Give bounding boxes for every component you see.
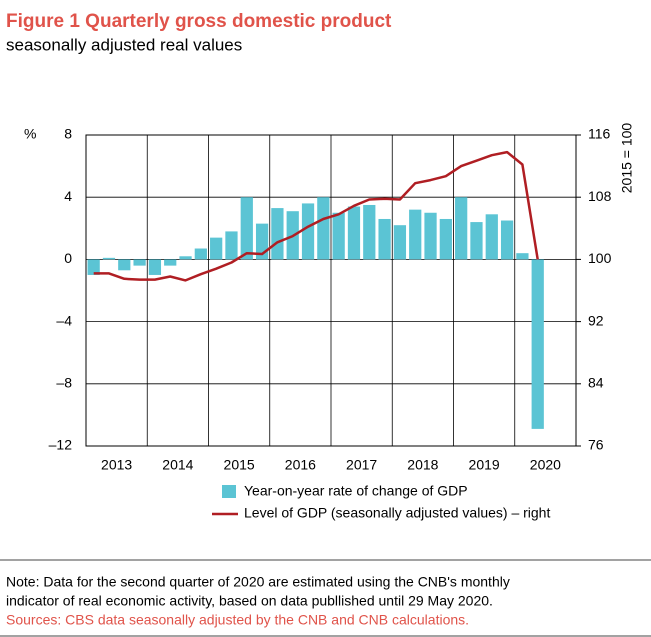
bar — [424, 212, 437, 260]
y2-axis-label: 2015 = 100 — [619, 123, 635, 194]
bar — [148, 259, 162, 275]
bar — [301, 203, 315, 260]
bar — [317, 197, 330, 260]
legend-swatch — [222, 485, 236, 498]
bar — [516, 253, 529, 260]
bar — [240, 197, 253, 260]
line — [93, 150, 539, 282]
x-tick-label: 2014 — [162, 457, 193, 473]
bar — [179, 256, 192, 260]
x-tick-label: 2018 — [407, 457, 438, 473]
bar — [485, 214, 498, 260]
bar — [378, 218, 391, 260]
bar — [531, 259, 544, 429]
bar — [164, 259, 177, 266]
y-tick-label: 8 — [64, 126, 72, 142]
bar — [210, 237, 223, 260]
bar — [87, 259, 100, 275]
plot-frame — [85, 134, 577, 447]
bar — [118, 259, 131, 271]
legend-label: Year-on-year rate of change of GDP — [244, 483, 468, 499]
x-tick-label: 2015 — [224, 457, 255, 473]
y-tick-label: –4 — [56, 312, 72, 328]
chart-title: Figure 1 Quarterly gross domestic produc… — [6, 11, 392, 32]
bar — [347, 206, 361, 260]
y-tick-label: 0 — [64, 250, 72, 266]
x-tick-label: 2019 — [469, 457, 500, 473]
bar — [393, 225, 407, 260]
note-line: indicator of real economic activity, bas… — [6, 593, 493, 609]
y-tick-label: –8 — [56, 375, 72, 391]
y-axis-label: % — [24, 126, 36, 142]
bar — [102, 257, 116, 260]
y-tick-label: –12 — [49, 437, 73, 453]
y2-tick-label: 116 — [588, 126, 611, 142]
y2-tick-label: 84 — [588, 375, 604, 391]
bar — [470, 222, 483, 260]
legend-label: Level of GDP (seasonally adjusted values… — [244, 505, 550, 521]
bar — [439, 218, 452, 260]
bar — [363, 204, 376, 260]
x-tick-label: 2020 — [530, 457, 561, 473]
bar — [194, 248, 207, 260]
y-tick-label: 4 — [64, 188, 72, 204]
chart-subtitle: seasonally adjusted real values — [6, 35, 242, 54]
y2-tick-label: 108 — [588, 188, 612, 204]
sources: Sources: CBS data seasonally adjusted by… — [6, 612, 469, 628]
y2-tick-label: 76 — [588, 437, 604, 453]
x-tick-label: 2017 — [346, 457, 377, 473]
x-tick-label: 2016 — [285, 457, 316, 473]
bar — [409, 209, 422, 260]
bar — [332, 212, 345, 260]
y2-tick-label: 92 — [588, 312, 604, 328]
x-tick-label: 2013 — [101, 457, 132, 473]
bar — [225, 231, 238, 260]
bar — [133, 259, 146, 266]
bar — [500, 220, 514, 260]
bar — [271, 208, 284, 260]
y2-tick-label: 100 — [588, 250, 612, 266]
note-line: Note: Data for the second quarter of 202… — [6, 574, 510, 590]
bar — [455, 197, 468, 260]
